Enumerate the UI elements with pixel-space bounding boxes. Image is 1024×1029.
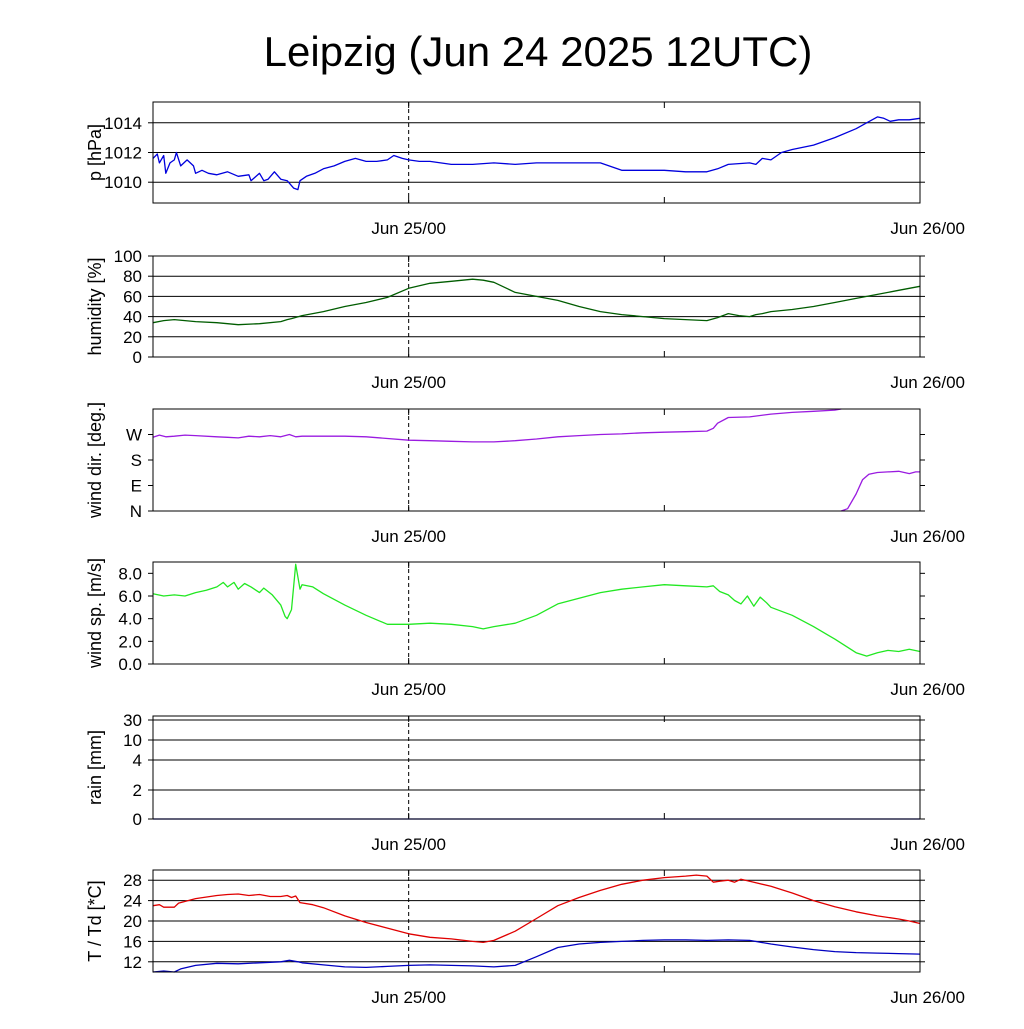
y-axis-label: rain [mm] — [85, 730, 105, 805]
y-tick-label: 6.0 — [118, 587, 142, 606]
y-tick-label: 0 — [133, 348, 142, 367]
series-line — [152, 116, 921, 191]
y-tick-label: 28 — [123, 871, 142, 890]
panel-frame — [152, 715, 921, 820]
y-tick-label: S — [131, 451, 142, 470]
y-axis-label: humidity [%] — [85, 257, 105, 355]
y-tick-label: 16 — [123, 932, 142, 951]
y-axis-label: T / Td [*C] — [85, 880, 105, 961]
y-tick-label: 80 — [123, 267, 142, 286]
y-tick-label: 0 — [133, 810, 142, 829]
x-tick-label: Jun 25/00 — [371, 219, 446, 238]
y-tick-label: 20 — [123, 328, 142, 347]
y-tick-label: 1010 — [104, 173, 142, 192]
series-line — [152, 874, 921, 944]
x-tick-label: Jun 26/00 — [890, 373, 965, 392]
y-tick-label: E — [131, 477, 142, 496]
y-axis-label: p [hPa] — [85, 124, 105, 181]
series-line — [152, 278, 921, 326]
y-tick-label: 0.0 — [118, 655, 142, 674]
y-tick-label: 4.0 — [118, 610, 142, 629]
series-line — [152, 939, 921, 973]
y-axis-label: wind dir. [deg.] — [85, 402, 105, 519]
x-tick-label: Jun 26/00 — [890, 219, 965, 238]
x-tick-label: Jun 26/00 — [890, 988, 965, 1007]
panel-frame — [152, 408, 921, 512]
y-tick-label: 1014 — [104, 114, 142, 133]
panel-frame — [152, 561, 921, 665]
y-tick-label: 24 — [123, 892, 142, 911]
y-tick-label: W — [126, 426, 142, 445]
y-tick-label: 2 — [133, 781, 142, 800]
x-tick-label: Jun 26/00 — [890, 527, 965, 546]
y-tick-label: 12 — [123, 953, 142, 972]
panel-frame — [152, 101, 921, 204]
y-tick-label: 8.0 — [118, 564, 142, 583]
panel-frame — [152, 255, 921, 358]
y-tick-label: 20 — [123, 912, 142, 931]
y-tick-label: 40 — [123, 308, 142, 327]
series-line — [152, 408, 842, 443]
x-tick-label: Jun 25/00 — [371, 373, 446, 392]
y-tick-label: 30 — [123, 711, 142, 730]
chart-title: Leipzig (Jun 24 2025 12UTC) — [264, 28, 813, 75]
x-tick-label: Jun 26/00 — [890, 680, 965, 699]
x-tick-label: Jun 26/00 — [890, 835, 965, 854]
series-line — [840, 470, 920, 512]
panel-frame — [152, 869, 921, 973]
y-tick-label: 60 — [123, 287, 142, 306]
y-tick-label: 1012 — [104, 144, 142, 163]
y-tick-label: N — [130, 502, 142, 521]
y-axis-label: wind sp. [m/s] — [85, 558, 105, 669]
x-tick-label: Jun 25/00 — [371, 680, 446, 699]
y-tick-label: 10 — [123, 731, 142, 750]
x-tick-label: Jun 25/00 — [371, 835, 446, 854]
x-tick-label: Jun 25/00 — [371, 988, 446, 1007]
y-tick-label: 2.0 — [118, 632, 142, 651]
y-tick-label: 4 — [133, 751, 142, 770]
y-tick-label: 100 — [114, 247, 142, 266]
x-tick-label: Jun 25/00 — [371, 527, 446, 546]
series-line — [152, 563, 921, 657]
